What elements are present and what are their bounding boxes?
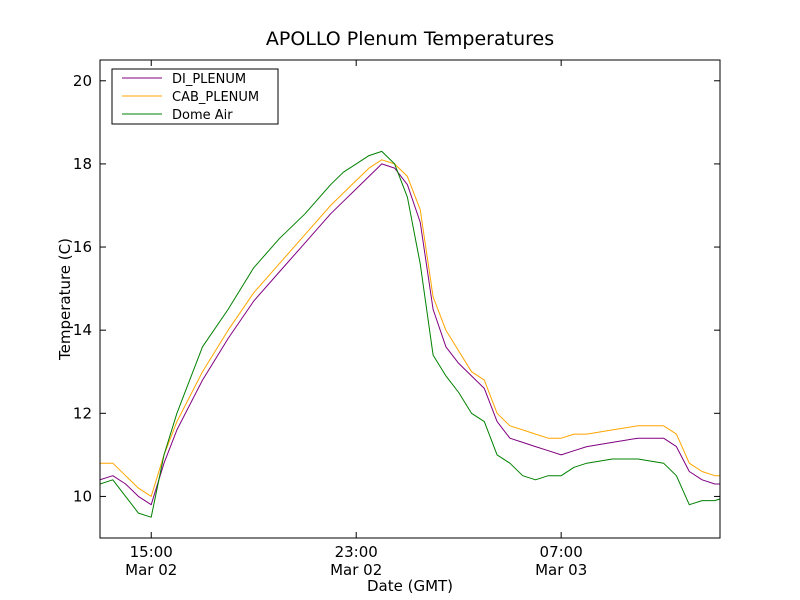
- x-tick-label-date: Mar 02: [330, 561, 382, 579]
- y-tick-label: 10: [73, 487, 92, 505]
- x-tick-label-date: Mar 03: [535, 561, 587, 579]
- y-axis-label: Temperature (C): [56, 238, 74, 361]
- x-axis-label: Date (GMT): [367, 577, 453, 595]
- series-line-2: [100, 150, 720, 518]
- y-tick-label: 18: [73, 155, 92, 173]
- y-tick-label: 12: [73, 404, 92, 422]
- legend: DI_PLENUM CAB_PLENUM Dome Air: [111, 68, 279, 125]
- legend-label-2: Dome Air: [172, 108, 233, 123]
- y-tick-label: 20: [73, 72, 92, 90]
- plot-frame: [99, 59, 721, 539]
- y-tick-label: 16: [73, 238, 92, 256]
- x-tick-label-time: 23:00: [335, 543, 378, 561]
- series-line-0: [100, 163, 720, 506]
- x-tick-label-time: 07:00: [540, 543, 583, 561]
- chart-title: APOLLO Plenum Temperatures: [266, 28, 554, 50]
- series-line-1: [100, 159, 720, 497]
- legend-label-0: DI_PLENUM: [172, 72, 246, 87]
- legend-label-1: CAB_PLENUM: [172, 90, 259, 105]
- y-tick-label: 14: [73, 321, 92, 339]
- series-layer: [100, 150, 720, 518]
- x-tick-label-time: 15:00: [130, 543, 173, 561]
- x-tick-label-date: Mar 02: [125, 561, 177, 579]
